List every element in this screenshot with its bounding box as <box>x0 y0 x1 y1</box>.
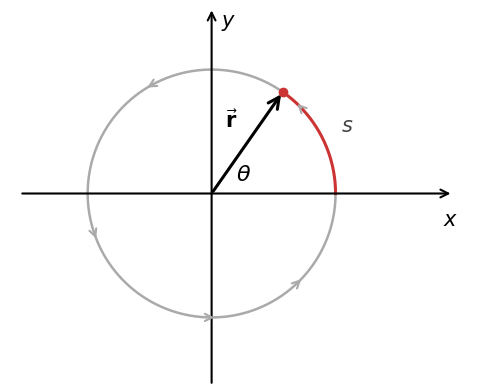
Text: x: x <box>444 210 456 229</box>
Text: y: y <box>221 11 234 31</box>
Text: $\vec{\mathbf{r}}$: $\vec{\mathbf{r}}$ <box>226 109 238 132</box>
Text: $\theta$: $\theta$ <box>237 165 251 185</box>
Text: s: s <box>342 116 352 136</box>
